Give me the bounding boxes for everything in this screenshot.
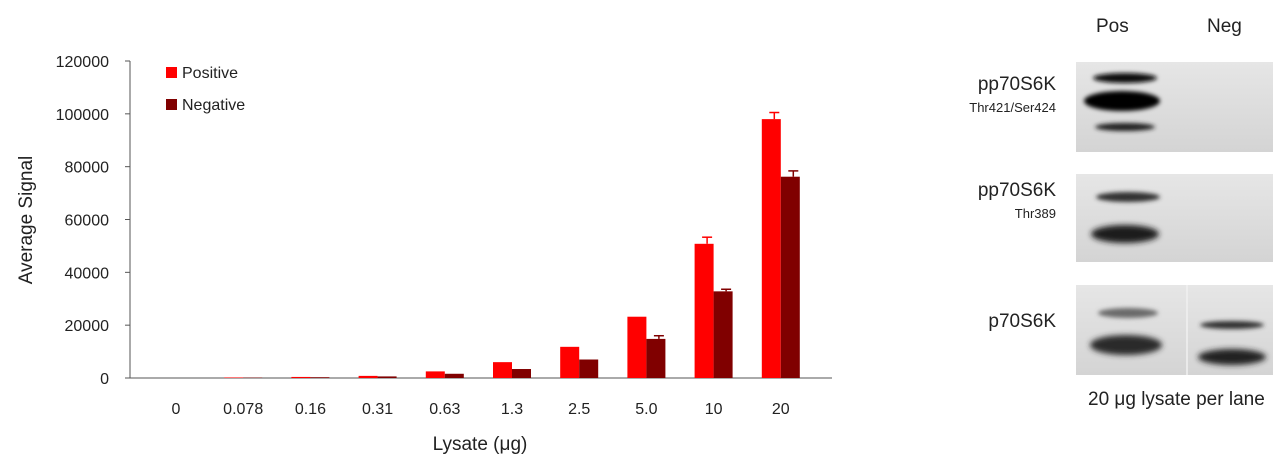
band: [1095, 123, 1155, 131]
blot-panel-2: [1076, 174, 1273, 262]
x-tick-label: 5.0: [635, 401, 657, 418]
bar-positive-8: [694, 243, 714, 378]
bar-negative-7: [646, 338, 666, 378]
band: [1096, 192, 1160, 202]
blot-footnote: 20 μg lysate per lane: [1088, 389, 1265, 410]
x-tick-label: 1.3: [501, 401, 523, 418]
x-tick-label: 20: [772, 401, 790, 418]
band: [1198, 349, 1266, 365]
bar-positive-2: [291, 376, 311, 378]
x-tick-label: 0.31: [362, 401, 393, 418]
band: [1091, 225, 1159, 243]
x-tick-label: 0.63: [429, 401, 460, 418]
site-label-1: Thr421/Ser424: [969, 100, 1056, 115]
bar-series: [224, 111, 800, 378]
band: [1090, 335, 1162, 355]
y-tick-label: 40000: [65, 265, 110, 282]
x-tick-label: 2.5: [568, 401, 590, 418]
x-tick-label: 10: [705, 401, 723, 418]
bar-negative-9: [780, 176, 800, 378]
chart-legend: Positive Negative: [166, 65, 245, 114]
bar-negative-6: [579, 359, 599, 378]
band: [1098, 308, 1158, 318]
bar-positive-3: [358, 375, 378, 378]
y-tick-label: 100000: [56, 107, 109, 124]
bar-positive-5: [493, 362, 512, 378]
lane-label-pos: Pos: [1096, 16, 1129, 37]
bar-negative-2: [310, 377, 330, 378]
legend-label-positive: Positive: [182, 65, 238, 82]
legend-label-negative: Negative: [182, 97, 245, 114]
bar-positive-4: [425, 371, 445, 378]
y-tick-label: 120000: [56, 54, 109, 71]
x-tick-labels: 0 0.078 0.16 0.31 0.63 1.3 2.5 5.0 10 20: [172, 401, 790, 418]
bar-positive-6: [560, 346, 580, 378]
y-tick-labels: 0 20000 40000 60000 80000 100000 120000: [56, 54, 130, 388]
y-tick-label: 60000: [65, 213, 110, 230]
x-tick-label: 0: [172, 401, 181, 418]
band: [1093, 73, 1157, 83]
band: [1200, 321, 1264, 329]
bar-negative-5: [512, 369, 531, 378]
y-tick-label: 80000: [65, 160, 110, 177]
site-label-2: Thr389: [1014, 206, 1056, 221]
bar-negative-8: [713, 291, 733, 378]
blot-panel-1: [1076, 62, 1273, 152]
lane-label-neg: Neg: [1207, 16, 1242, 37]
legend-swatch-negative: [166, 99, 177, 110]
blot-panel-3: [1076, 285, 1273, 375]
x-tick-label: 0.16: [295, 401, 326, 418]
y-axis-title: Average Signal: [16, 156, 37, 285]
western-blot: [1076, 62, 1273, 375]
bar-positive-1: [224, 377, 244, 378]
antibody-label-3: p70S6K: [988, 311, 1056, 332]
bar-negative-4: [444, 373, 464, 378]
antibody-label-2: pp70S6K: [977, 180, 1056, 201]
bar-positive-7: [627, 316, 647, 378]
legend-swatch-positive: [166, 67, 177, 78]
bar-negative-3: [377, 376, 397, 378]
band: [1084, 91, 1160, 111]
x-axis-title: Lysate (μg): [433, 434, 528, 455]
y-tick-label: 20000: [65, 318, 110, 335]
bar-positive-9: [761, 119, 781, 378]
antibody-label-1: pp70S6K: [977, 74, 1056, 95]
x-tick-label: 0.078: [223, 401, 263, 418]
y-tick-label: 0: [100, 371, 109, 388]
